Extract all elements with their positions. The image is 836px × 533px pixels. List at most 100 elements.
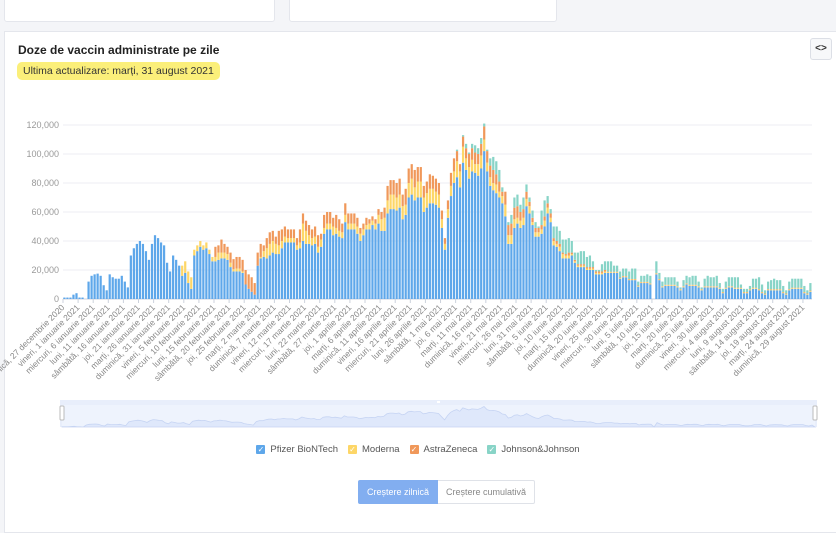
bar-moderna[interactable] [214,257,216,261]
bar-astrazeneca[interactable] [356,218,358,227]
bar-pfizer[interactable] [109,274,111,299]
bar-moderna[interactable] [417,182,419,198]
bar-moderna[interactable] [531,222,533,225]
bar-johnson[interactable] [465,144,467,148]
bar-astrazeneca[interactable] [411,164,413,179]
bar-pfizer[interactable] [525,206,527,299]
bar-pfizer[interactable] [229,267,231,299]
bar-moderna[interactable] [791,288,793,289]
bar-johnson[interactable] [471,144,473,148]
bar-pfizer[interactable] [664,286,666,299]
bar-astrazeneca[interactable] [540,225,542,229]
bar-moderna[interactable] [589,269,591,270]
bar-moderna[interactable] [607,272,609,273]
bar-astrazeneca[interactable] [232,259,234,269]
bar-moderna[interactable] [383,218,385,231]
bar-astrazeneca[interactable] [305,221,307,231]
bar-pfizer[interactable] [163,245,165,299]
checkbox-checked-icon[interactable]: ✓ [348,445,357,454]
bar-pfizer[interactable] [531,225,533,299]
bar-astrazeneca[interactable] [462,137,464,147]
bar-pfizer[interactable] [341,238,343,299]
bar-astrazeneca[interactable] [471,148,473,160]
bar-johnson[interactable] [667,277,669,285]
bar-pfizer[interactable] [667,286,669,299]
bar-pfizer[interactable] [540,234,542,299]
bar-johnson[interactable] [547,196,549,203]
bar-johnson[interactable] [725,282,727,288]
bar-pfizer[interactable] [121,276,123,299]
bar-astrazeneca[interactable] [420,167,422,182]
bar-moderna[interactable] [480,155,482,168]
bar-moderna[interactable] [229,263,231,267]
bar-johnson[interactable] [722,289,724,292]
bar-moderna[interactable] [695,285,697,286]
bar-astrazeneca[interactable] [371,216,373,220]
bar-pfizer[interactable] [211,261,213,299]
bar-moderna[interactable] [625,277,627,278]
bar-astrazeneca[interactable] [266,238,268,248]
bar-pfizer[interactable] [728,287,730,299]
bar-johnson[interactable] [698,282,700,287]
bar-pfizer[interactable] [347,229,349,299]
bar-johnson[interactable] [583,251,585,264]
bar-moderna[interactable] [329,224,331,230]
bar-moderna[interactable] [713,287,715,288]
bar-moderna[interactable] [341,232,343,238]
bar-astrazeneca[interactable] [235,257,237,269]
bar-astrazeneca[interactable] [501,192,503,196]
bar-pfizer[interactable] [257,266,259,299]
bar-pfizer[interactable] [411,195,413,299]
bar-pfizer[interactable] [513,228,515,299]
bar-pfizer[interactable] [78,298,80,299]
bar-johnson[interactable] [803,286,805,292]
bar-pfizer[interactable] [643,283,645,299]
bar-pfizer[interactable] [332,235,334,299]
bar-pfizer[interactable] [785,295,787,299]
bar-johnson[interactable] [474,145,476,152]
bar-pfizer[interactable] [595,274,597,299]
bar-johnson[interactable] [770,280,772,289]
bar-pfizer[interactable] [311,245,313,299]
bar-astrazeneca[interactable] [583,264,585,265]
bar-astrazeneca[interactable] [468,154,470,167]
bar-pfizer[interactable] [362,235,364,299]
bar-moderna[interactable] [522,218,524,225]
bar-astrazeneca[interactable] [308,225,310,235]
bar-moderna[interactable] [302,224,304,241]
bar-moderna[interactable] [287,238,289,242]
bar-moderna[interactable] [722,292,724,293]
bar-pfizer[interactable] [190,289,192,299]
bar-moderna[interactable] [631,279,633,280]
bar-moderna[interactable] [353,224,355,230]
bar-johnson[interactable] [522,198,524,210]
bar-pfizer[interactable] [670,286,672,299]
bar-pfizer[interactable] [444,250,446,299]
bar-johnson[interactable] [495,161,497,174]
bar-pfizer[interactable] [281,248,283,299]
bar-pfizer[interactable] [803,293,805,299]
bar-moderna[interactable] [181,266,183,276]
bar-astrazeneca[interactable] [393,180,395,195]
bar-pfizer[interactable] [365,229,367,299]
bar-moderna[interactable] [396,198,398,211]
bar-pfizer[interactable] [323,234,325,299]
bar-johnson[interactable] [755,279,757,288]
bar-moderna[interactable] [803,292,805,293]
bar-pfizer[interactable] [335,234,337,299]
bar-astrazeneca[interactable] [302,213,304,223]
navigator-left-handle[interactable] [60,406,64,420]
bar-johnson[interactable] [791,279,793,288]
bar-johnson[interactable] [462,135,464,136]
bar-moderna[interactable] [673,285,675,286]
bar-pfizer[interactable] [220,258,222,299]
bar-pfizer[interactable] [260,258,262,299]
bar-astrazeneca[interactable] [408,169,410,184]
bar-johnson[interactable] [550,209,552,213]
bar-astrazeneca[interactable] [290,229,292,238]
bar-astrazeneca[interactable] [229,253,231,263]
bar-johnson[interactable] [519,205,521,212]
bar-johnson[interactable] [592,261,594,267]
bar-astrazeneca[interactable] [444,238,446,244]
bar-pfizer[interactable] [371,225,373,299]
